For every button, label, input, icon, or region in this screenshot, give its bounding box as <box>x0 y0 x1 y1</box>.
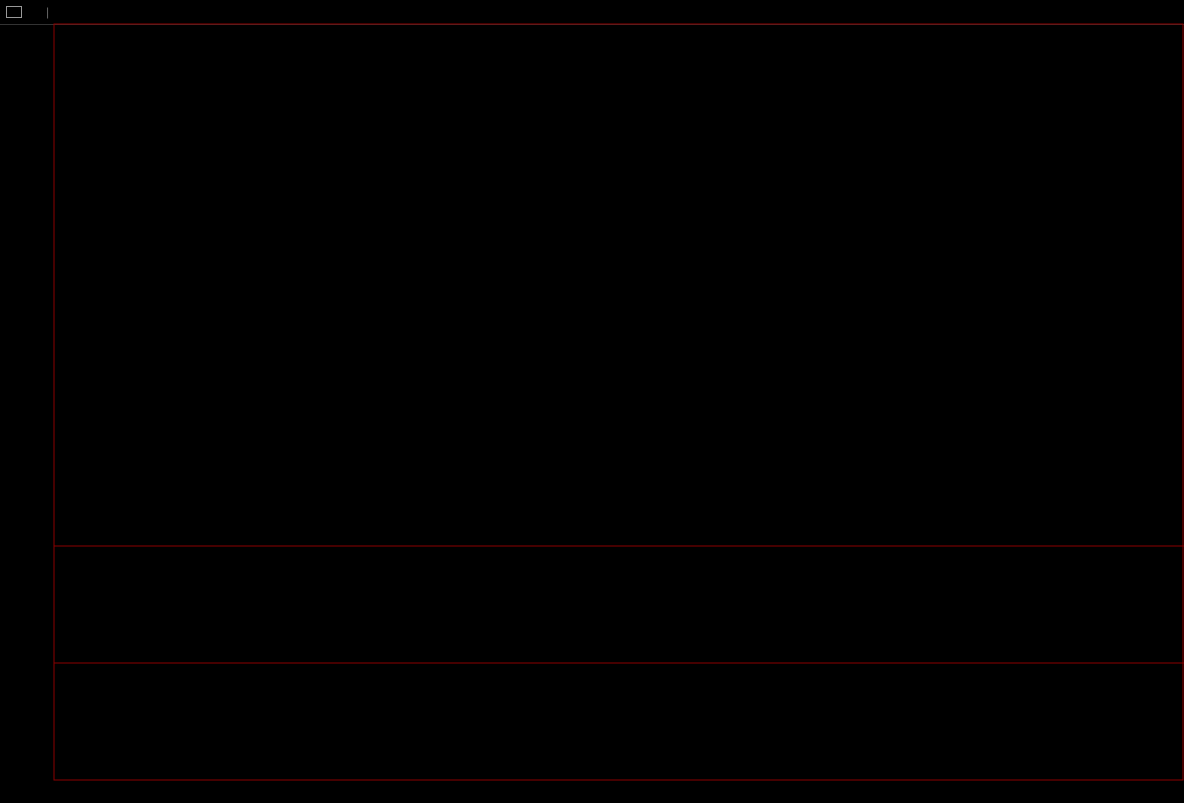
chart-window-icon[interactable] <box>6 6 22 18</box>
title-separator: | <box>46 5 50 19</box>
chart-frame <box>53 23 1184 781</box>
